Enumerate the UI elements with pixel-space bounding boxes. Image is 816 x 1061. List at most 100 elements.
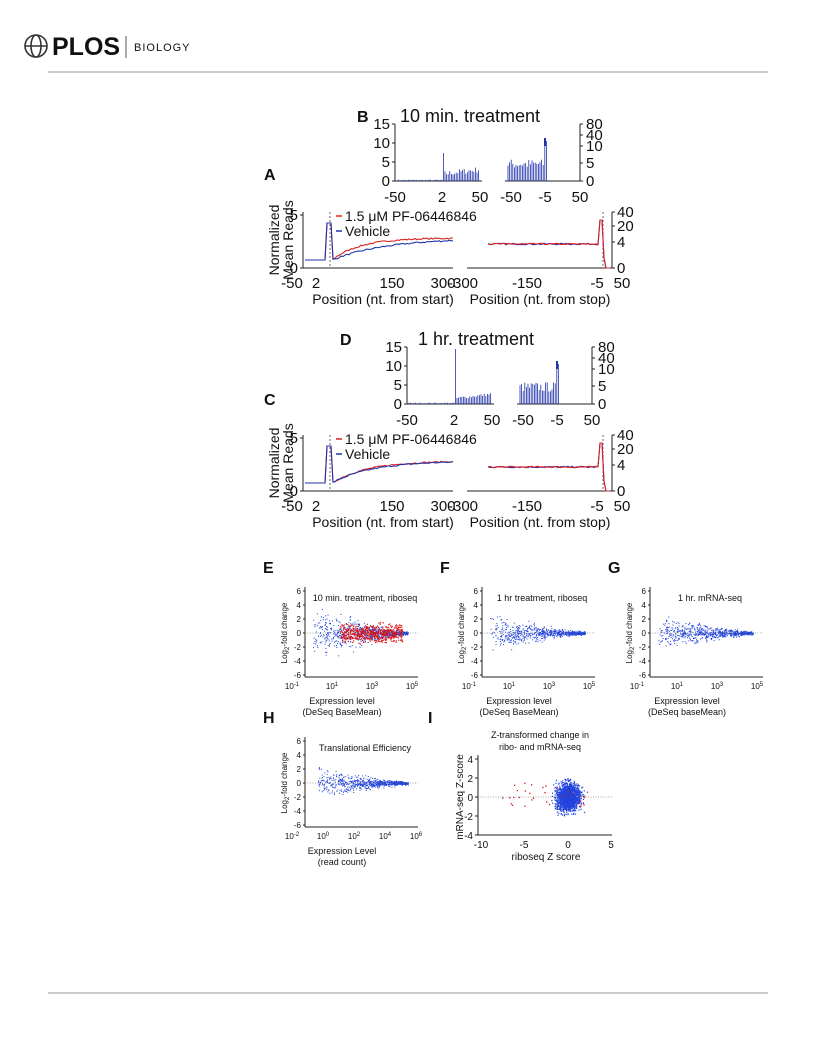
- point: [388, 636, 389, 637]
- point: [317, 645, 318, 646]
- point: [356, 630, 357, 631]
- point: [384, 785, 385, 786]
- point: [376, 640, 377, 641]
- point: [576, 808, 577, 809]
- panel-letter: I: [428, 710, 432, 727]
- point: [359, 790, 360, 791]
- point: [384, 629, 385, 630]
- point: [335, 630, 336, 631]
- point: [365, 642, 366, 643]
- point: [518, 643, 519, 644]
- point: [395, 634, 396, 635]
- point: [334, 636, 335, 637]
- tick-label: -5: [590, 275, 603, 292]
- point: [698, 631, 699, 632]
- point: [345, 640, 346, 641]
- point: [361, 638, 362, 639]
- tick-label: -300: [448, 498, 478, 515]
- point: [396, 624, 397, 625]
- point: [542, 636, 543, 637]
- point: [340, 629, 341, 630]
- point: [330, 628, 331, 629]
- point: [342, 645, 343, 646]
- point: [584, 790, 585, 791]
- point: [706, 640, 707, 641]
- point: [694, 628, 695, 629]
- point: [324, 772, 325, 773]
- point: [508, 642, 509, 643]
- point: [677, 645, 678, 646]
- point: [322, 629, 323, 630]
- point: [382, 635, 383, 636]
- tick-label: -5: [550, 412, 563, 429]
- tick-label: -4: [294, 657, 302, 666]
- point: [365, 641, 366, 642]
- point: [685, 623, 686, 624]
- point: [574, 792, 575, 793]
- point: [368, 776, 369, 777]
- point: [568, 813, 569, 814]
- point: [671, 627, 672, 628]
- point: [360, 784, 361, 785]
- point: [731, 631, 732, 632]
- point: [358, 626, 359, 627]
- point: [350, 626, 351, 627]
- point: [699, 632, 700, 633]
- point: [702, 628, 703, 629]
- point: [395, 782, 396, 783]
- point: [674, 622, 675, 623]
- point: [344, 628, 345, 629]
- point: [512, 637, 513, 638]
- point: [321, 616, 322, 617]
- tick-exp: 3: [720, 682, 724, 688]
- point: [492, 618, 493, 619]
- point: [363, 641, 364, 642]
- point: [341, 780, 342, 781]
- point: [353, 631, 354, 632]
- tick-label: -5: [520, 840, 529, 851]
- point: [394, 627, 395, 628]
- point: [357, 782, 358, 783]
- point: [382, 627, 383, 628]
- point: [528, 631, 529, 632]
- point: [747, 634, 748, 635]
- point: [536, 641, 537, 642]
- point: [722, 633, 723, 634]
- tick-label: -4: [639, 657, 647, 666]
- point: [552, 803, 553, 804]
- point: [508, 634, 509, 635]
- point: [722, 631, 723, 632]
- point: [375, 781, 376, 782]
- point: [534, 623, 535, 624]
- point: [513, 636, 514, 637]
- point: [321, 769, 322, 770]
- point: [681, 636, 682, 637]
- point: [382, 637, 383, 638]
- point: [370, 777, 371, 778]
- point: [348, 625, 349, 626]
- point: [360, 785, 361, 786]
- point: [663, 638, 664, 639]
- point: [550, 630, 551, 631]
- point: [322, 636, 323, 637]
- point: [565, 814, 566, 815]
- point: [692, 626, 693, 627]
- point: [398, 783, 399, 784]
- point: [666, 627, 667, 628]
- point: [338, 637, 339, 638]
- point: [660, 642, 661, 643]
- point: [344, 633, 345, 634]
- point: [387, 784, 388, 785]
- point: [328, 615, 329, 616]
- point: [342, 640, 343, 641]
- point: [576, 807, 577, 808]
- point: [516, 636, 517, 637]
- point: [388, 631, 389, 632]
- point: [700, 638, 701, 639]
- point: [377, 779, 378, 780]
- point: [553, 784, 554, 785]
- point: [572, 635, 573, 636]
- point: [731, 634, 732, 635]
- point: [362, 633, 363, 634]
- point: [313, 647, 314, 648]
